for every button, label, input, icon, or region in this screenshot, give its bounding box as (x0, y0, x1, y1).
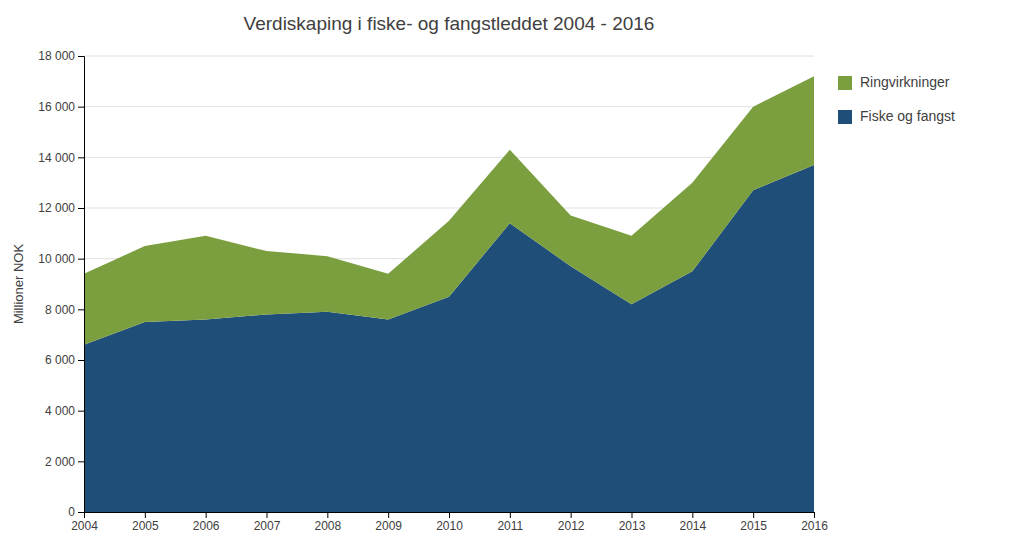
x-tick-label: 2005 (132, 519, 159, 533)
legend-swatch (838, 76, 852, 90)
legend-item: Ringvirkninger (838, 74, 950, 90)
areas (84, 76, 814, 512)
x-tick-label: 2013 (619, 519, 646, 533)
x-tick-mark (267, 512, 268, 518)
y-tick-label: 18 000 (38, 49, 75, 63)
y-tick-mark (78, 208, 84, 209)
x-tick: 2013 (619, 512, 646, 533)
y-tick: 8 000 (45, 303, 84, 317)
x-tick-label: 2009 (375, 519, 402, 533)
y-tick-label: 0 (68, 505, 75, 519)
x-tick: 2010 (436, 512, 463, 533)
y-tick-mark (78, 309, 84, 310)
x-tick: 2004 (71, 512, 98, 533)
y-tick-mark (78, 360, 84, 361)
y-axis-line (78, 57, 85, 513)
y-tick: 12 000 (38, 201, 84, 215)
chart: 2004 2005 2006 2007 2008 2009 2010 2011 2012 2013… (0, 0, 1024, 552)
legend: Ringvirkninger Fiske og fangst (838, 74, 955, 124)
x-tick-mark (388, 512, 389, 518)
x-tick-label: 2004 (71, 519, 98, 533)
x-tick: 2007 (254, 512, 281, 533)
x-tick: 2006 (193, 512, 220, 533)
legend-item: Fiske og fangst (838, 108, 955, 124)
y-tick-label: 8 000 (45, 303, 75, 317)
x-tick-mark (510, 512, 511, 518)
y-tick-mark (78, 157, 84, 158)
grid (84, 56, 814, 512)
legend-label: Fiske og fangst (860, 108, 955, 124)
grid-line (84, 56, 814, 57)
plot: 2004 2005 2006 2007 2008 2009 2010 2011 2012 2013… (38, 49, 828, 532)
y-tick-label: 6 000 (45, 353, 75, 367)
x-tick-mark (632, 512, 633, 518)
y-tick-mark (78, 512, 84, 513)
x-axis: 2004 2005 2006 2007 2008 2009 2010 2011 2012 2013… (71, 512, 828, 533)
y-tick: 16 000 (38, 100, 84, 114)
y-tick-mark (78, 411, 84, 412)
y-tick-mark (78, 259, 84, 260)
title: Verdiskaping i fiske- og fangstleddet 20… (244, 13, 655, 34)
x-tick: 2011 (497, 512, 523, 533)
x-tick-label: 2015 (740, 519, 767, 533)
y-tick-label: 2 000 (45, 455, 75, 469)
y-tick: 10 000 (38, 252, 84, 266)
y-tick-mark (78, 56, 84, 57)
y-axis-title: Millioner NOK (11, 244, 26, 325)
x-tick-label: 2010 (436, 519, 463, 533)
x-tick-label: 2006 (193, 519, 220, 533)
legend-swatch (838, 110, 852, 124)
x-axis-line (85, 513, 815, 519)
x-tick-label: 2011 (497, 519, 523, 533)
area (84, 76, 814, 345)
y-axis: 0 2 000 4 000 6 000 8 000 10 000 12 000 14 000 1… (38, 49, 84, 519)
y-tick-mark (78, 107, 84, 108)
x-tick: 2012 (558, 512, 585, 533)
x-tick: 2016 (801, 512, 828, 533)
x-tick-mark (571, 512, 572, 518)
y-tick-label: 4 000 (45, 404, 75, 418)
x-tick-mark (814, 512, 815, 518)
y-tick: 18 000 (38, 49, 84, 63)
x-tick-mark (145, 512, 146, 518)
y-tick-label: 12 000 (38, 201, 75, 215)
x-tick-mark (753, 512, 754, 518)
y-tick-label: 10 000 (38, 252, 75, 266)
x-tick: 2005 (132, 512, 159, 533)
x-tick-label: 2016 (801, 519, 828, 533)
x-tick: 2015 (740, 512, 767, 533)
y-tick: 4 000 (45, 404, 84, 418)
x-tick-mark (449, 512, 450, 518)
y-tick: 6 000 (45, 353, 84, 367)
y-tick-mark (78, 461, 84, 462)
y-tick: 14 000 (38, 151, 84, 165)
x-tick-mark (206, 512, 207, 518)
y-tick: 0 (68, 505, 84, 519)
x-tick-label: 2008 (314, 519, 341, 533)
x-tick-label: 2014 (679, 519, 706, 533)
y-tick-label: 14 000 (38, 151, 75, 165)
x-tick-mark (692, 512, 693, 518)
grid-line (84, 157, 814, 158)
x-tick: 2009 (375, 512, 402, 533)
y-tick-label: 16 000 (38, 100, 75, 114)
grid-line (84, 106, 814, 107)
y-tick: 2 000 (45, 455, 84, 469)
x-tick: 2014 (679, 512, 706, 533)
legend-label: Ringvirkninger (860, 74, 950, 90)
x-tick-mark (327, 512, 328, 518)
x-tick: 2008 (314, 512, 341, 533)
x-tick-label: 2012 (558, 519, 585, 533)
x-tick-label: 2007 (254, 519, 281, 533)
